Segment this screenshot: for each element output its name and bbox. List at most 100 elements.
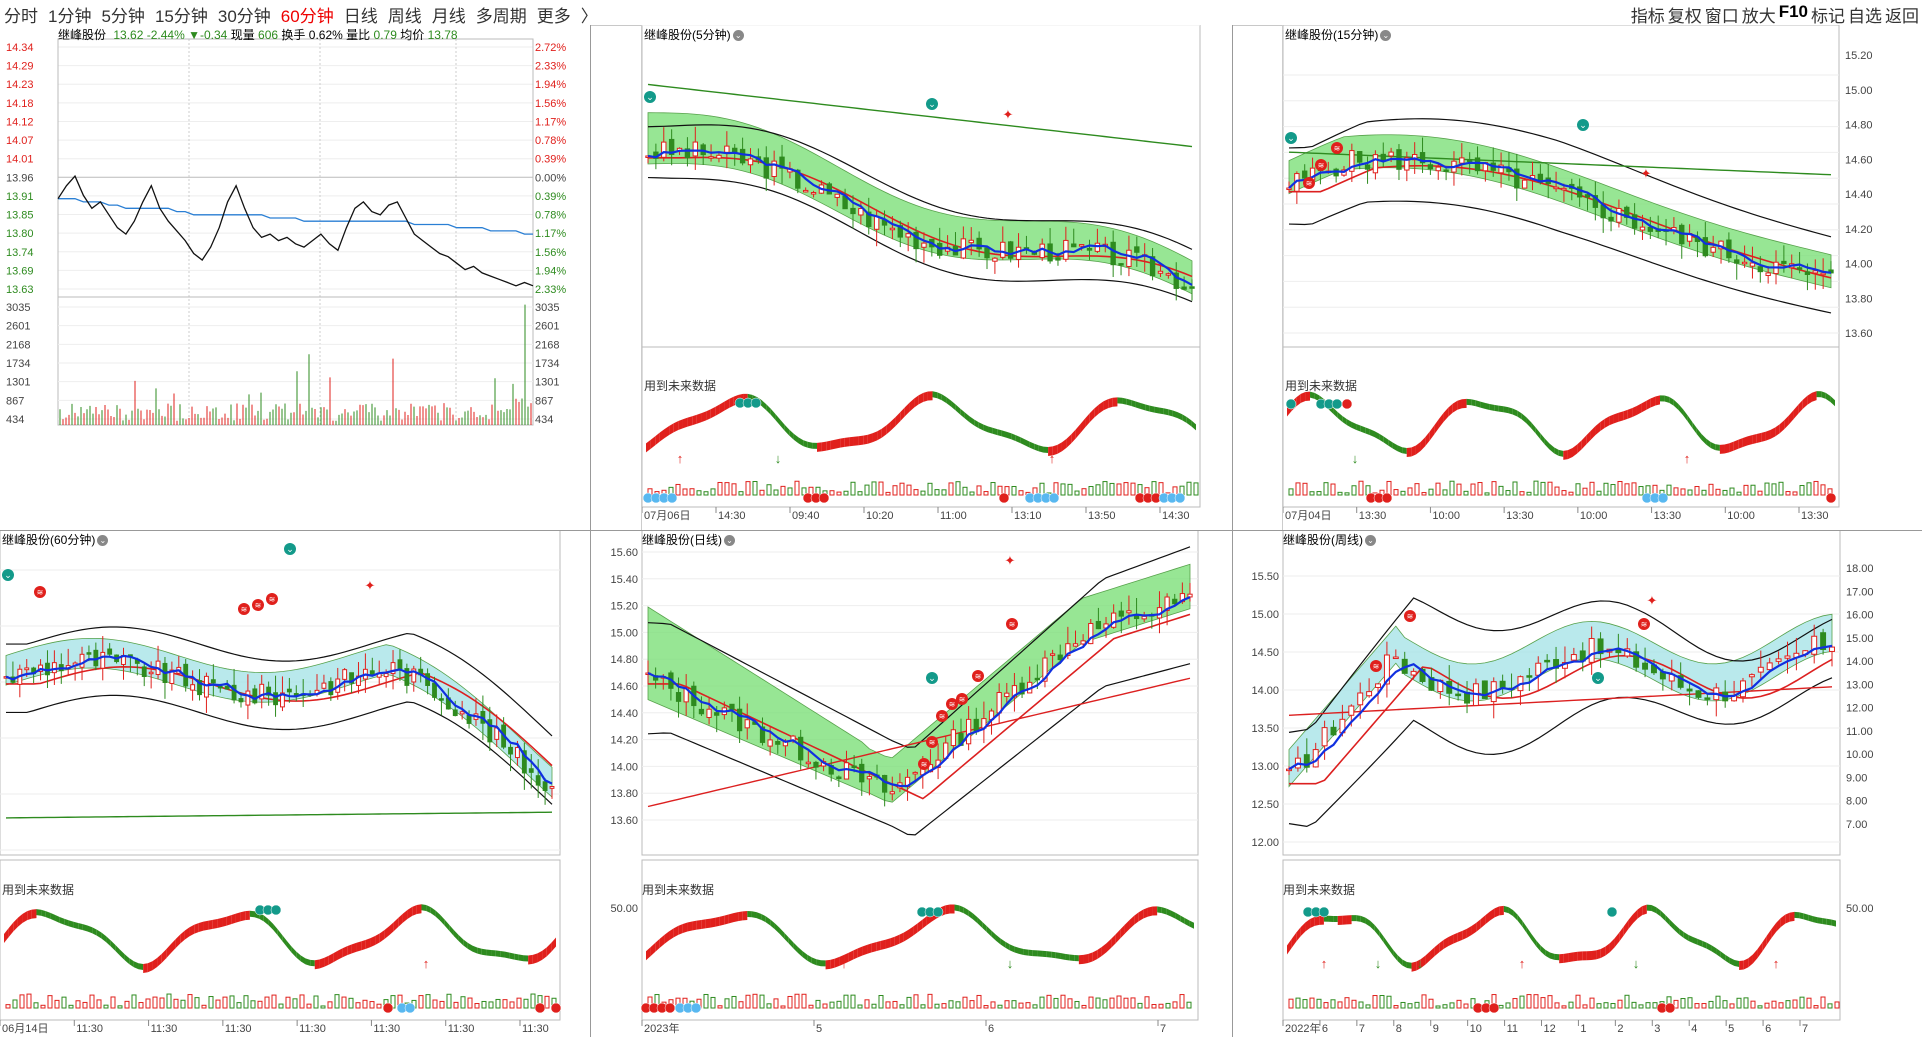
kline-15min-panel[interactable]: 继峰股份(15分钟)⌄ 14.6014.5014.4014.3014.2014.… bbox=[1283, 25, 1922, 530]
oscillator-ribbon bbox=[59, 916, 65, 925]
period-tab-1[interactable]: 1分钟 bbox=[48, 7, 92, 26]
chart-frame bbox=[0, 530, 561, 856]
intraday-header: 继峰股份 13.62 -2.44% ▼-0.34 现量 606 换手 0.62%… bbox=[58, 26, 458, 43]
dropdown-icon[interactable]: ⌄ bbox=[1365, 535, 1376, 547]
oscillator-ribbon bbox=[1300, 391, 1306, 403]
candle bbox=[1615, 649, 1622, 654]
oscillator-ribbon bbox=[1129, 915, 1135, 929]
period-tab-6[interactable]: 日线 bbox=[343, 7, 378, 26]
dropdown-icon[interactable]: ⌄ bbox=[724, 535, 735, 547]
histogram-bar bbox=[47, 995, 53, 1009]
candle bbox=[1704, 697, 1711, 700]
toolbar-action-0[interactable]: 指标 bbox=[1630, 7, 1665, 26]
toolbar-action-3[interactable]: 放大 bbox=[1741, 7, 1776, 26]
oscillator-ribbon bbox=[1719, 444, 1725, 454]
histogram-bar bbox=[1540, 997, 1546, 1009]
signal-red-icon bbox=[266, 593, 278, 605]
candle bbox=[1748, 674, 1755, 678]
period-tab-0[interactable]: 分时 bbox=[4, 7, 38, 26]
oscillator-ribbon bbox=[949, 904, 955, 914]
signal-red-icon: ≋ bbox=[1318, 161, 1325, 170]
future-data-label: 用到未来数据 bbox=[1283, 883, 1356, 897]
toolbar-action-7[interactable]: 返回 bbox=[1885, 7, 1919, 26]
period-tab-9[interactable]: 多周期 bbox=[475, 7, 527, 26]
oscillator-ribbon bbox=[871, 942, 877, 953]
period-tab-4[interactable]: 30分钟 bbox=[217, 7, 271, 26]
oscillator-ribbon bbox=[853, 436, 859, 446]
oscillator-ribbon bbox=[1590, 426, 1596, 440]
period-tab-10[interactable]: 更多 bbox=[536, 7, 571, 26]
dropdown-icon[interactable]: ⌄ bbox=[732, 30, 744, 42]
histogram-bar bbox=[1806, 482, 1812, 496]
candle bbox=[1631, 214, 1638, 229]
histogram-bar bbox=[1631, 482, 1637, 496]
period-tab-7[interactable]: 周线 bbox=[387, 7, 422, 26]
time-axis-label: 14:30 bbox=[718, 510, 746, 522]
boll-lower-line bbox=[1288, 200, 1832, 314]
oscillator-ribbon bbox=[696, 919, 702, 930]
oscillator-ribbon bbox=[972, 913, 978, 924]
oscillator-ribbon bbox=[1799, 912, 1804, 920]
volume-axis-label: 2168 bbox=[6, 339, 30, 351]
oscillator-ribbon bbox=[701, 411, 707, 423]
signal-red-icon bbox=[946, 698, 958, 710]
period-tab-5[interactable]: 60分钟 bbox=[280, 7, 334, 26]
histogram-bar bbox=[145, 998, 151, 1009]
toolbar-action-4[interactable]: F10 bbox=[1778, 2, 1808, 21]
kline-60min-panel[interactable]: 继峰股份(60分钟) ⌄ ⌄ ≋ ≋ ≋ ≋ ⌄ ✦ ↑ 06月14日 11:30 11:30 11:3… bbox=[0, 530, 590, 1037]
histogram-bar bbox=[1526, 491, 1532, 496]
candle bbox=[873, 215, 880, 230]
candle bbox=[197, 680, 202, 696]
candle bbox=[1419, 152, 1426, 164]
oscillator-ribbon bbox=[816, 959, 821, 967]
dropdown-icon[interactable]: ⌄ bbox=[1380, 30, 1392, 42]
candle bbox=[744, 719, 750, 729]
sub-chart-frame bbox=[642, 346, 1201, 508]
oscillator-ribbon bbox=[817, 442, 822, 452]
oscillator-ribbon bbox=[314, 959, 320, 970]
kline-daily-panel[interactable]: 继峰股份(日线) ⌄ 15.60 15.40 15.20 15.00 14.80 14.60… bbox=[590, 530, 1232, 1037]
oscillator-ribbon bbox=[1669, 919, 1675, 931]
time-axis-label: 10:00 bbox=[1727, 510, 1755, 522]
oscillator-ribbon bbox=[1379, 433, 1384, 443]
toolbar-action-2[interactable]: 窗口 bbox=[1704, 7, 1739, 26]
histogram-bar bbox=[1123, 482, 1129, 496]
kline-weekly-panel[interactable]: 继峰股份(周线) ⌄ 15.50 15.00 14.50 14.00 13.50 13.00… bbox=[1232, 530, 1922, 1037]
oscillator-ribbon bbox=[803, 440, 808, 448]
oscillator-ribbon bbox=[1182, 414, 1187, 424]
period-tab-2[interactable]: 5分钟 bbox=[101, 7, 145, 26]
signal-dot-icon bbox=[534, 1002, 546, 1014]
histogram-bar bbox=[1123, 997, 1129, 1009]
toolbar-action-6[interactable]: 自选 bbox=[1848, 7, 1882, 26]
dropdown-icon[interactable]: ⌄ bbox=[97, 535, 109, 547]
oscillator-ribbon bbox=[863, 434, 868, 445]
oscillator-ribbon bbox=[908, 926, 914, 939]
oscillator-ribbon bbox=[1673, 399, 1679, 410]
period-tab-3[interactable]: 15分钟 bbox=[154, 7, 208, 26]
candle bbox=[1063, 239, 1069, 260]
oscillator-ribbon bbox=[1526, 417, 1532, 429]
panel-title-5min: 继峰股份(5分钟) ⌄ bbox=[644, 26, 744, 43]
oscillator-ribbon bbox=[1126, 398, 1132, 407]
signal-teal-icon bbox=[1592, 672, 1604, 684]
oscillator-ribbon bbox=[36, 909, 42, 916]
oscillator-ribbon bbox=[1019, 947, 1024, 955]
histogram-bar bbox=[1193, 482, 1199, 496]
oscillator-ribbon bbox=[715, 916, 720, 927]
intraday-chart-panel[interactable]: 继峰股份 13.62 -2.44% ▼-0.34 现量 606 换手 0.62%… bbox=[0, 25, 590, 530]
oscillator-ribbon bbox=[1140, 403, 1146, 411]
oscillator-ribbon bbox=[738, 911, 743, 922]
toolbar-action-5[interactable]: 标记 bbox=[1811, 7, 1845, 26]
oscillator-ribbon bbox=[1106, 938, 1112, 953]
price-axis-label: 14.60 bbox=[610, 681, 638, 693]
kline-5min-panel[interactable]: 继峰股份(5分钟)⌄ 14.6014.4014.2014.0013.8013.6… bbox=[642, 25, 1232, 530]
oscillator-ribbon bbox=[877, 428, 882, 441]
oscillator-ribbon bbox=[1762, 935, 1767, 952]
oscillator-ribbon bbox=[862, 944, 868, 956]
arrow-up-icon: ↑ bbox=[841, 956, 848, 971]
period-tab-11[interactable]: 〉 bbox=[580, 7, 598, 26]
period-tab-8[interactable]: 月线 bbox=[431, 7, 466, 26]
price-axis-label: 14.07 bbox=[6, 135, 34, 147]
signal-dot-icon bbox=[1825, 492, 1837, 504]
toolbar-action-1[interactable]: 复权 bbox=[1667, 7, 1702, 26]
